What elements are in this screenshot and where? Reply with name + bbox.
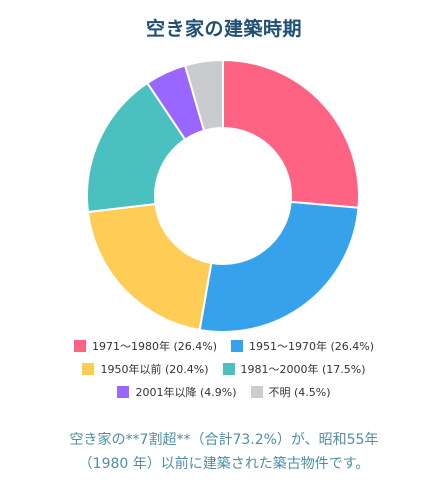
legend-row: 2001年以降 (4.9%) 不明 (4.5%) [0, 384, 448, 400]
legend-swatch [250, 386, 263, 398]
legend-label: 1950年以前 (20.4%) [100, 363, 209, 376]
legend-item-1951-1970[interactable]: 1951〜1970年 (26.4%) [231, 338, 374, 354]
slice-1971-1980[interactable] [222, 58, 360, 209]
legend-swatch [73, 340, 86, 352]
legend-label: 1981〜2000年 (17.5%) [240, 363, 366, 376]
legend-swatch [231, 340, 243, 352]
legend-swatch [222, 363, 235, 375]
legend-item-after-2001[interactable]: 2001年以降 (4.9%) [117, 384, 237, 400]
slice-unknown[interactable] [183, 58, 224, 132]
legend-label: 2001年以降 (4.9%) [135, 386, 237, 399]
legend-label: 1971〜1980年 (26.4%) [91, 340, 217, 353]
chart-legend: 1971〜1980年 (26.4%) 1951〜1970年 (26.4%) 19… [0, 338, 448, 407]
caption-line-2: （1980 年）以前に建築された築古物件です。 [78, 456, 370, 472]
chart-caption: 空き家の**7割超**（合計73.2%）が、昭和55年 （1980 年）以前に建… [0, 428, 448, 476]
legend-label: 1951〜1970年 (26.4%) [249, 340, 375, 353]
legend-row: 1950年以前 (20.4%) 1981〜2000年 (17.5%) [0, 361, 448, 377]
legend-swatch [82, 363, 95, 375]
caption-line-1: 空き家の**7割超**（合計73.2%）が、昭和55年 [69, 432, 379, 448]
legend-item-1971-1980[interactable]: 1971〜1980年 (26.4%) [73, 338, 217, 354]
slice-before-1950[interactable] [86, 202, 213, 332]
chart-title: 空き家の建築時期 [145, 18, 302, 40]
legend-item-before-1950[interactable]: 1950年以前 (20.4%) [82, 361, 209, 377]
legend-row: 1971〜1980年 (26.4%) 1951〜1970年 (26.4%) [0, 338, 448, 354]
donut-chart [86, 58, 360, 333]
legend-item-unknown[interactable]: 不明 (4.5%) [250, 384, 331, 400]
slice-1951-1970[interactable] [198, 200, 360, 333]
legend-item-1981-2000[interactable]: 1981〜2000年 (17.5%) [222, 361, 366, 377]
legend-label: 不明 (4.5%) [268, 386, 331, 399]
legend-swatch [117, 386, 130, 398]
slice-1981-2000[interactable] [86, 81, 187, 214]
